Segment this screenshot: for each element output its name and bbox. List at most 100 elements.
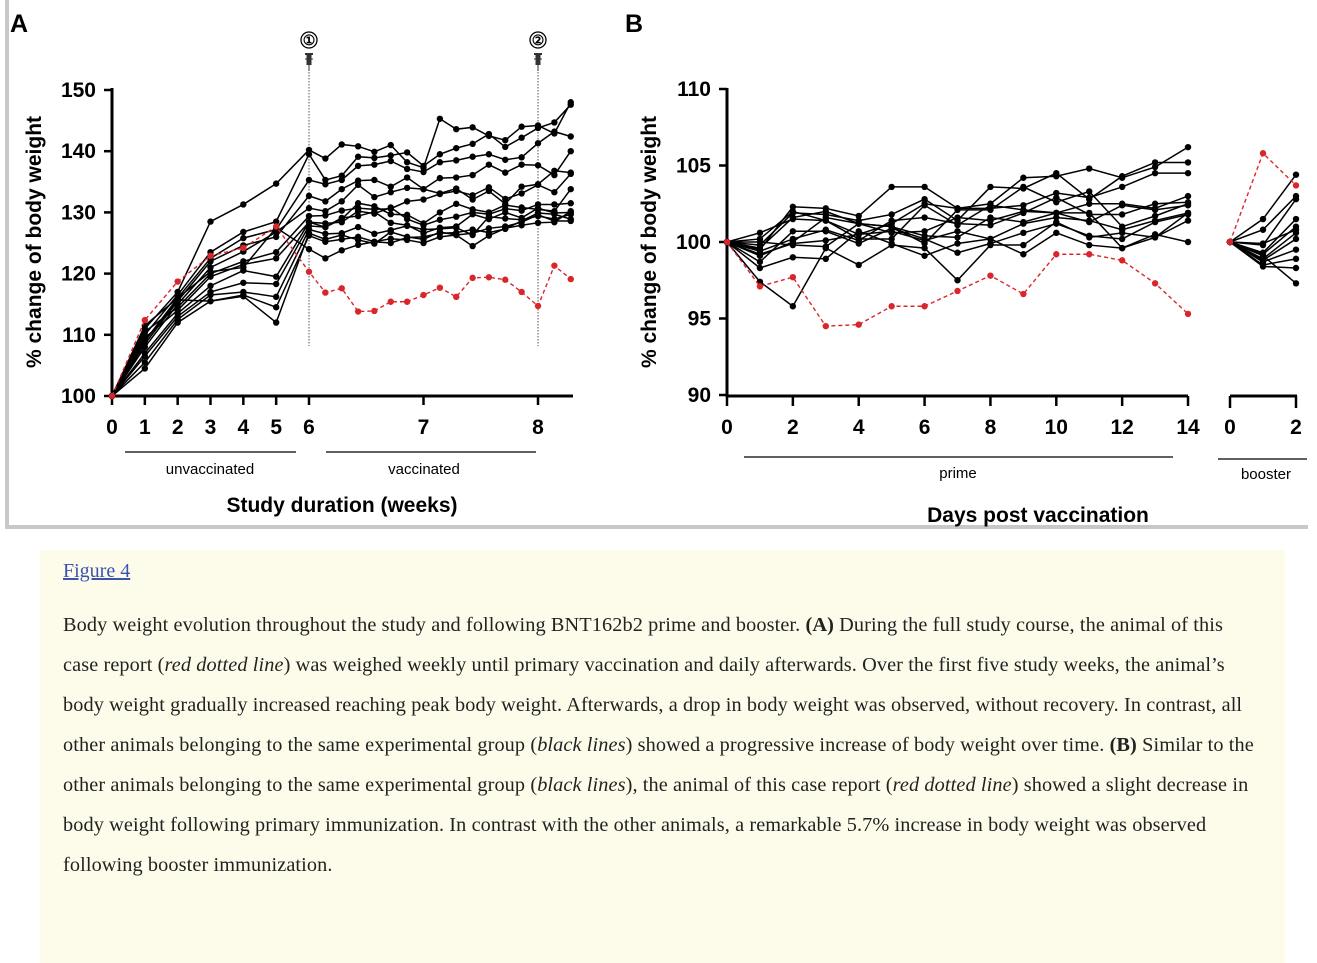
panel-b-booster-case-series xyxy=(1226,150,1300,246)
panel-b-series-point xyxy=(756,258,764,266)
panel-b-series-point xyxy=(822,217,829,224)
panel-b-series-point xyxy=(1151,206,1159,214)
panel-b-series-point xyxy=(1184,143,1192,151)
vaccination-number: ① xyxy=(303,32,316,48)
panel-b-series-point xyxy=(789,254,797,261)
figure-4-link[interactable]: Figure 4 xyxy=(63,560,131,582)
panel-a-series-point xyxy=(354,212,362,220)
panel-a-series-point xyxy=(518,123,525,130)
panel-b-booster-series-point xyxy=(1292,264,1300,272)
panel-b-booster-series-point xyxy=(1292,235,1300,243)
panel-a-case-series-point xyxy=(518,288,525,296)
panel-a-series-point xyxy=(354,200,362,207)
panel-a-series-point xyxy=(174,294,181,302)
panel-b-series-point xyxy=(1151,218,1159,226)
panel-b-booster-x-tick-label: 0 xyxy=(1224,416,1236,439)
panel-a-series-point xyxy=(469,226,476,233)
panel-a-series-point xyxy=(567,101,574,108)
panel-b-series-point xyxy=(1086,217,1093,224)
panel-a-series-point xyxy=(518,190,525,197)
panel-a-series-point xyxy=(272,304,280,311)
panel-a-series-point xyxy=(502,225,509,233)
panel-a-series-point xyxy=(272,280,280,288)
panel-b-y-axis-label: % change of body weight xyxy=(638,116,661,368)
panel-b-x-tick-label: 10 xyxy=(1045,416,1068,439)
caption-segment: black lines xyxy=(537,734,626,756)
panel-b-series-point xyxy=(1151,200,1159,207)
panel-a-series-point xyxy=(567,148,574,155)
panel-a-series-point xyxy=(534,124,542,132)
panel-b-booster-case-series-point xyxy=(1226,238,1234,246)
panel-a-series-point xyxy=(272,255,280,262)
panel-a-series-point xyxy=(305,232,313,239)
panel-a-series-point xyxy=(436,190,444,198)
panel-a-x-tick-label: 3 xyxy=(205,416,217,439)
panel-a-x-axis-label: Study duration (weeks) xyxy=(226,494,457,517)
panel-b-series-point xyxy=(1151,234,1159,241)
panel-a-case-series-point xyxy=(551,262,558,269)
panel-b-series-point xyxy=(1184,200,1192,207)
panel-a-series-point xyxy=(387,204,394,211)
panel-a-y-tick-label: 100 xyxy=(61,385,96,408)
caption-segment: black lines xyxy=(537,774,626,796)
panel-a-series-point xyxy=(551,119,558,126)
panel-b-case-series-point xyxy=(1184,310,1192,318)
panel-b-case-series-point xyxy=(921,303,928,310)
panel-a-series-point xyxy=(305,192,313,200)
panel-b-series-point xyxy=(1151,159,1159,166)
panel-a-series-point xyxy=(551,128,558,135)
panel-b-series-point xyxy=(1053,214,1060,221)
panel-b-series-point xyxy=(1086,200,1093,207)
panel-a-series-point xyxy=(420,185,427,193)
panel-b-booster-series-point xyxy=(1292,226,1300,233)
panel-a-series-point xyxy=(420,162,427,170)
panel-b-series-point xyxy=(954,214,961,221)
panel-a-series-point xyxy=(518,154,525,161)
syringe-icon xyxy=(534,53,542,71)
panel-b-series-point xyxy=(1086,188,1093,195)
panel-a-series-line xyxy=(111,170,571,397)
panel-a-case-series-point xyxy=(322,289,329,296)
panel-b-case-series-point xyxy=(855,321,862,328)
panel-a-series-point xyxy=(240,291,247,299)
panel-b-case-series-point xyxy=(789,273,797,281)
panel-b-series-point xyxy=(954,228,961,235)
panel-b-case-series xyxy=(723,238,1192,330)
panel-a-series-point xyxy=(338,207,345,214)
panel-a-series-point xyxy=(567,215,574,223)
syringe-icon xyxy=(305,53,313,71)
panel-b-series-point xyxy=(756,235,764,243)
panel-b-series-point xyxy=(921,195,928,203)
panel-a-series-point xyxy=(485,229,493,236)
caption-segment: (B) xyxy=(1109,734,1137,756)
panel-a-series-point xyxy=(453,213,460,220)
panel-a-series-point xyxy=(403,198,411,205)
panel-a-series-point xyxy=(567,133,574,140)
panel-a-series-point xyxy=(387,219,394,227)
panel-a-series-point xyxy=(453,224,460,231)
panel-b-series-point xyxy=(789,214,797,221)
panel-b-series-point xyxy=(921,202,928,209)
panel-a-case-series-point xyxy=(534,302,542,310)
panel-b-series-point xyxy=(1118,183,1126,191)
panel-b-series-point xyxy=(888,223,895,230)
panel-b-x-tick-label: 4 xyxy=(853,416,865,439)
panel-a-series-point xyxy=(354,241,362,249)
panel-b-case-series-point xyxy=(1053,251,1060,258)
panel-a-series-point xyxy=(338,198,345,205)
panel-a-series-point xyxy=(502,195,509,203)
panel-a-series-point xyxy=(322,198,329,205)
panel-a-series-point xyxy=(387,228,394,236)
panel-b-case-series-point xyxy=(1020,290,1027,298)
panel-a-case-series xyxy=(108,223,574,400)
panel-b-y-tick-label: 105 xyxy=(676,155,711,178)
panel-b-series-point xyxy=(789,303,797,310)
panel-a-y-tick-label: 120 xyxy=(61,263,96,286)
panel-b-booster-series-point xyxy=(1259,263,1267,270)
panel-a-series-point xyxy=(207,291,214,299)
panel-a-series-point xyxy=(207,273,214,280)
panel-b-booster-series-point xyxy=(1292,280,1300,287)
panel-a-series-point xyxy=(371,208,378,215)
panel-a-series xyxy=(108,128,574,400)
panel-a-series-point xyxy=(207,282,214,290)
